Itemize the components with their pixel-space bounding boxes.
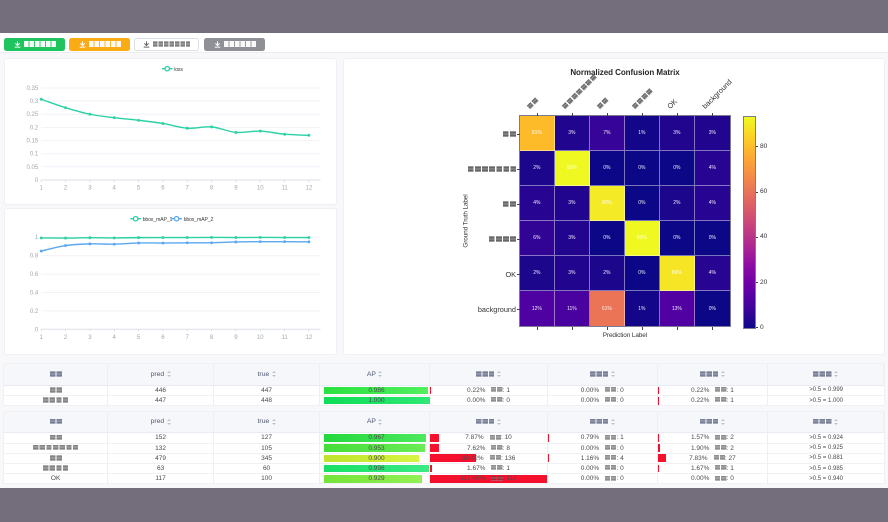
svg-text:0.15: 0.15 <box>26 138 38 144</box>
svg-text:bbox_mAP_2: bbox_mAP_2 <box>183 217 213 223</box>
svg-text:3: 3 <box>88 335 92 341</box>
svg-text:0.3: 0.3 <box>29 99 38 105</box>
svg-text:9: 9 <box>234 335 238 341</box>
svg-text:bbox_mAP_1: bbox_mAP_1 <box>142 217 172 223</box>
svg-text:7: 7 <box>185 335 189 341</box>
svg-text:9: 9 <box>234 185 238 191</box>
svg-text:10: 10 <box>256 335 263 341</box>
svg-text:loss: loss <box>174 66 183 72</box>
svg-text:0.35: 0.35 <box>26 86 38 92</box>
svg-text:5: 5 <box>136 335 140 341</box>
svg-text:8: 8 <box>209 185 213 191</box>
svg-text:0.05: 0.05 <box>26 164 38 170</box>
svg-text:12: 12 <box>305 335 312 341</box>
svg-text:12: 12 <box>305 185 312 191</box>
svg-text:1: 1 <box>39 335 43 341</box>
svg-text:6: 6 <box>161 185 165 191</box>
svg-text:11: 11 <box>281 185 288 191</box>
svg-text:0.6: 0.6 <box>29 272 38 278</box>
svg-text:0.1: 0.1 <box>29 151 38 157</box>
svg-text:3: 3 <box>88 185 92 191</box>
svg-text:2: 2 <box>63 335 67 341</box>
svg-text:5: 5 <box>136 185 140 191</box>
svg-text:7: 7 <box>185 185 189 191</box>
svg-text:4: 4 <box>112 335 116 341</box>
svg-text:0: 0 <box>34 328 38 334</box>
svg-text:1: 1 <box>34 235 38 241</box>
svg-text:11: 11 <box>281 335 288 341</box>
svg-text:0.4: 0.4 <box>29 291 38 297</box>
svg-text:0.2: 0.2 <box>29 125 38 131</box>
svg-text:0.25: 0.25 <box>26 112 38 118</box>
svg-text:4: 4 <box>112 185 116 191</box>
svg-text:1: 1 <box>39 185 43 191</box>
svg-text:2: 2 <box>63 185 67 191</box>
svg-text:6: 6 <box>161 335 165 341</box>
svg-text:10: 10 <box>256 185 263 191</box>
svg-text:0.8: 0.8 <box>29 254 38 260</box>
svg-text:0.2: 0.2 <box>29 309 38 315</box>
svg-text:0: 0 <box>34 178 38 184</box>
svg-text:8: 8 <box>209 335 213 341</box>
